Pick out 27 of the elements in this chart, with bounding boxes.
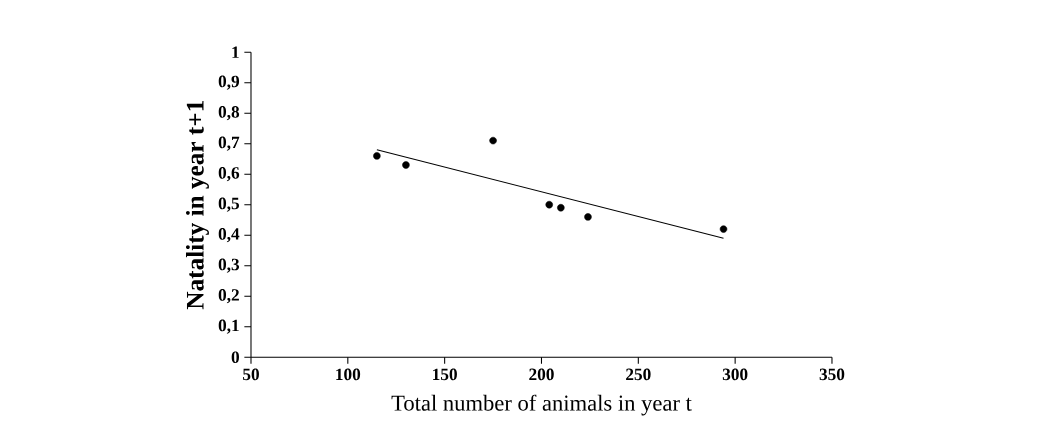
y-tick-label: 0,3 — [218, 258, 240, 273]
y-tick-label: 0,1 — [218, 319, 239, 334]
point — [373, 152, 381, 160]
point — [719, 225, 728, 233]
x-tick-label: 100 — [336, 368, 361, 381]
y-tick-label: 0,6 — [218, 167, 240, 182]
x-tick-label: 50 — [243, 368, 259, 381]
y-tick-label: 0,7 — [218, 136, 240, 151]
x-tick-label: 150 — [433, 368, 457, 381]
x-tick-label: 300 — [722, 368, 748, 381]
y-tick-label: 0,8 — [218, 106, 240, 121]
y-tick-label: 0,4 — [218, 228, 240, 243]
y-tick-label: 0 — [231, 351, 239, 363]
point — [402, 161, 410, 169]
point — [489, 136, 497, 145]
x-tick-label: 350 — [819, 368, 845, 381]
point — [584, 213, 592, 221]
y-tick-label: 1 — [232, 46, 239, 58]
point — [545, 200, 553, 209]
point — [557, 203, 565, 212]
x-axis-title: Total number of animals in year t — [391, 394, 692, 416]
y-tick-label: 0,5 — [218, 197, 240, 212]
y-axis-title: Natality in year t+1 — [186, 100, 209, 310]
x-tick-label: 250 — [626, 368, 651, 381]
y-tick-label: 0,9 — [218, 75, 240, 90]
y-tick-label: 0,2 — [218, 289, 239, 304]
x-tick-label: 200 — [529, 368, 554, 381]
